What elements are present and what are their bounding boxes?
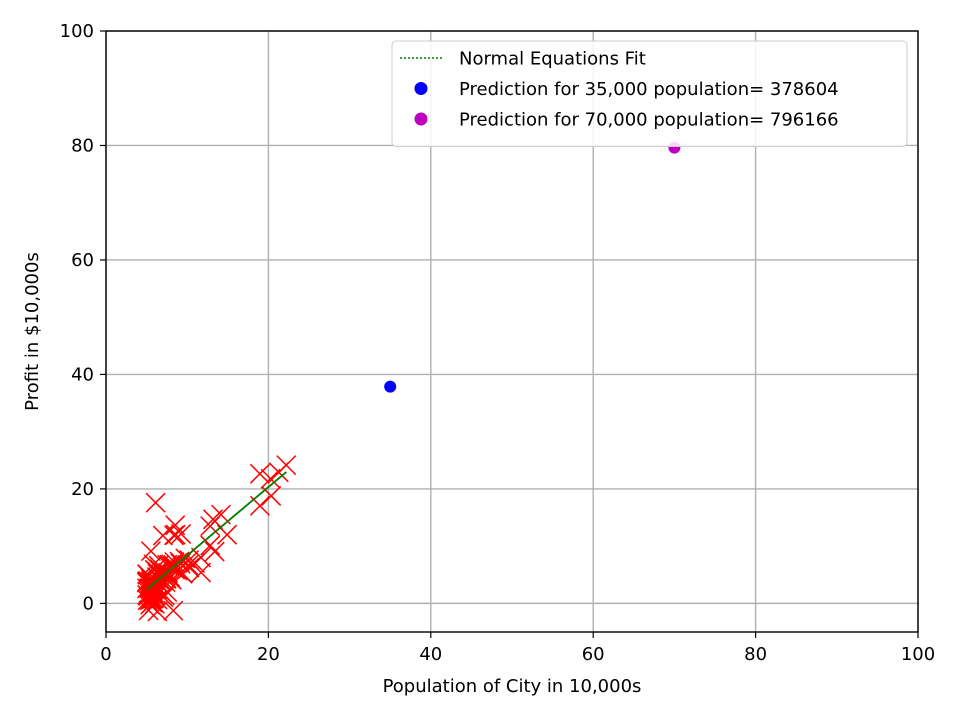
x-marker-stroke <box>171 523 192 544</box>
x-marker-stroke <box>137 584 158 605</box>
x-marker-stroke <box>170 553 191 574</box>
data-point-x-marker <box>190 547 212 568</box>
data-point-x-marker <box>170 553 191 574</box>
y-tick-label: 0 <box>83 593 94 614</box>
regression-fit-line <box>146 471 287 591</box>
legend-entry-label: Prediction for 35,000 population= 378604 <box>459 79 839 100</box>
x-tick-label: 100 <box>901 644 935 665</box>
x-marker-stroke <box>178 555 199 576</box>
y-axis-label: Profit in $10,000s <box>22 252 43 411</box>
x-axis-label: Population of City in 10,000s <box>383 676 642 697</box>
y-tick-label: 40 <box>71 364 94 385</box>
data-point-x-marker <box>165 524 186 545</box>
x-marker-stroke <box>217 524 238 545</box>
x-marker-stroke <box>200 516 221 537</box>
axes-frame <box>105 30 919 633</box>
y-tick-label: 60 <box>71 250 94 271</box>
x-marker-stroke <box>140 594 161 615</box>
data-point-x-marker <box>200 535 221 556</box>
x-marker-stroke <box>163 600 184 621</box>
y-tick-label: 100 <box>60 21 94 42</box>
x-marker-stroke <box>249 495 270 516</box>
x-tick-label: 80 <box>744 644 767 665</box>
x-marker-stroke <box>204 541 225 562</box>
x-marker-stroke <box>260 468 281 489</box>
y-tick-label: 20 <box>71 479 94 500</box>
x-marker-stroke <box>165 515 186 536</box>
legend-box <box>391 40 908 147</box>
y-tick-label: 80 <box>71 135 94 156</box>
legend-point-swatch <box>414 112 428 126</box>
plot-area <box>136 141 681 622</box>
data-point-x-marker <box>157 581 178 603</box>
data-point-x-marker <box>165 515 186 536</box>
x-marker-stroke <box>249 463 270 484</box>
x-marker-stroke <box>140 541 161 562</box>
legend: Normal Equations Fit Prediction for 35,00… <box>391 40 908 147</box>
data-point-x-marker <box>268 462 289 483</box>
data-point-x-marker <box>217 524 238 545</box>
x-marker-stroke <box>144 559 165 580</box>
legend-point-swatch <box>414 82 428 95</box>
x-marker-stroke <box>191 562 212 583</box>
data-point-x-marker <box>143 588 164 609</box>
x-tick-label: 60 <box>582 644 605 665</box>
data-point-x-marker <box>204 541 225 562</box>
x-marker-stroke <box>200 535 221 556</box>
x-marker-stroke <box>190 547 212 568</box>
x-tick-label: 0 <box>100 644 111 665</box>
x-marker-stroke <box>157 581 178 603</box>
data-point-x-marker <box>200 516 221 537</box>
legend-entry-label: Normal Equations Fit <box>459 49 646 70</box>
x-marker-stroke <box>165 524 186 545</box>
x-marker-stroke <box>261 485 282 506</box>
x-marker-stroke <box>145 492 166 513</box>
data-point-x-marker <box>140 594 161 615</box>
prediction-point <box>384 380 397 393</box>
data-point-x-marker <box>163 600 184 621</box>
x-marker-stroke <box>202 509 224 530</box>
legend-entry-label: Prediction for 70,000 population= 796166 <box>459 110 839 131</box>
data-point-x-marker <box>260 468 281 489</box>
data-point-x-marker <box>202 509 224 530</box>
data-point-x-marker <box>145 492 166 513</box>
x-marker-stroke <box>143 588 164 609</box>
data-point-x-marker <box>249 463 270 484</box>
axis-ticks: 0 20 40 60 80 100 0 20 40 60 80 100 <box>60 21 936 665</box>
x-marker-stroke <box>268 462 289 483</box>
data-point-x-marker <box>171 523 192 544</box>
x-tick-label: 20 <box>257 644 280 665</box>
data-point-x-marker <box>140 541 161 562</box>
x-marker-stroke <box>179 557 200 578</box>
x-tick-label: 40 <box>419 644 442 665</box>
